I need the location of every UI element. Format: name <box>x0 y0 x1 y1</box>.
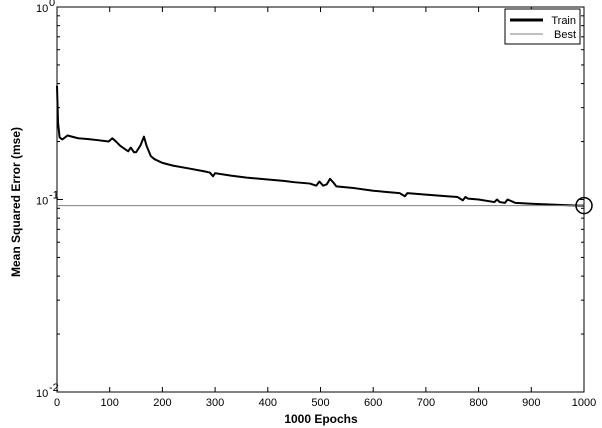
x-tick-label: 1000 <box>572 397 596 409</box>
x-tick-label: 100 <box>101 397 119 409</box>
x-axis-title: 1000 Epochs <box>284 412 358 426</box>
x-tick-label: 300 <box>206 397 224 409</box>
y-tick-label-exponent: 0 <box>49 0 55 9</box>
x-tick-label: 500 <box>311 397 329 409</box>
train-series-line <box>56 85 584 207</box>
x-tick-label: 400 <box>259 397 277 409</box>
x-tick-label: 200 <box>153 397 171 409</box>
legend-best-label: Best <box>554 29 576 41</box>
y-tick-label-exponent: -1 <box>49 190 59 202</box>
y-tick-label: 10 <box>36 388 48 400</box>
y-tick-label-exponent: -2 <box>49 382 59 394</box>
legend-box <box>504 8 581 45</box>
x-tick-label: 900 <box>522 397 540 409</box>
y-tick-label: 10 <box>36 3 48 15</box>
y-axis-title: Mean Squared Error (mse) <box>9 127 23 277</box>
y-tick-label: 10 <box>36 196 48 208</box>
legend-train-label: Train <box>551 15 576 27</box>
legend: Train Best <box>504 8 581 45</box>
x-tick-label: 600 <box>364 397 382 409</box>
x-tick-label: 0 <box>54 397 60 409</box>
x-tick-label: 800 <box>469 397 487 409</box>
x-tick-label: 700 <box>417 397 435 409</box>
